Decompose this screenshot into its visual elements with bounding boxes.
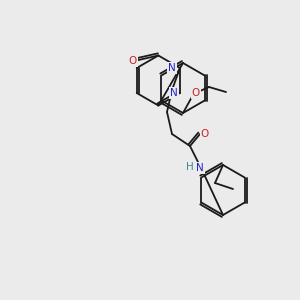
Text: O: O	[128, 56, 136, 65]
Text: O: O	[192, 88, 200, 98]
Text: N: N	[196, 163, 204, 173]
Text: N: N	[170, 88, 178, 98]
Text: H: H	[186, 162, 194, 172]
Text: O: O	[201, 129, 209, 139]
Text: N: N	[168, 63, 176, 73]
